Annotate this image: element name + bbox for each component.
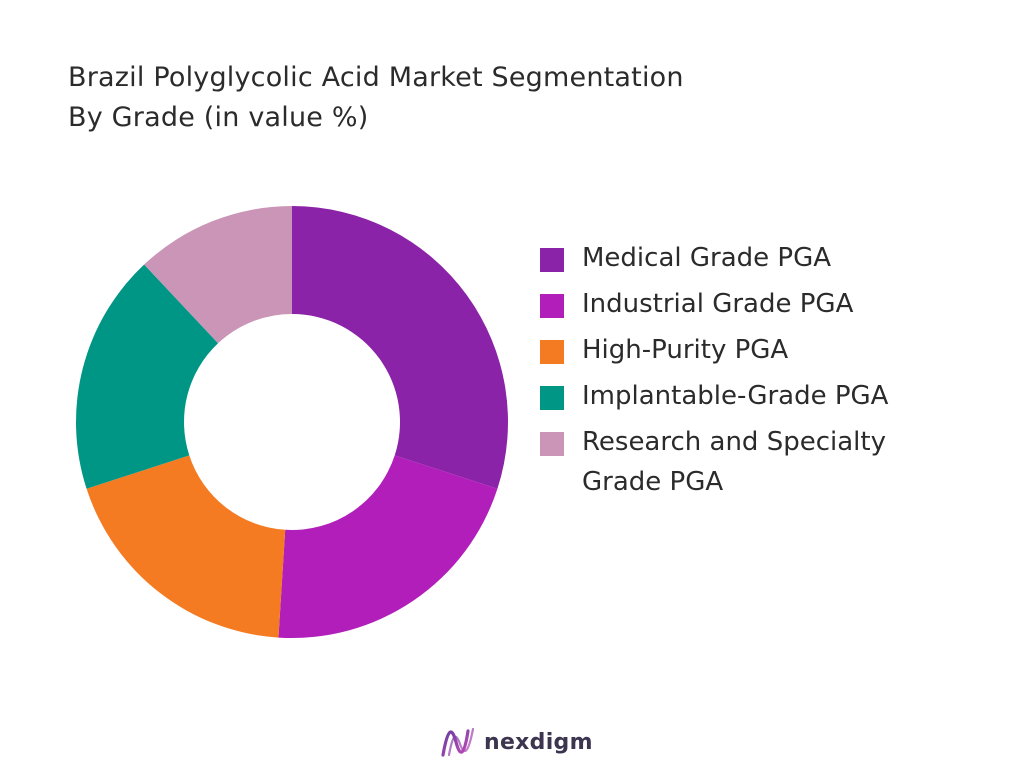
legend-label-research: Research and Specialty Grade PGA bbox=[582, 427, 886, 497]
donut-slice-industrial bbox=[278, 455, 498, 639]
legend-label-implantable: Implantable-Grade PGA bbox=[582, 381, 889, 411]
legend-swatch-high-purity bbox=[540, 340, 564, 364]
legend-item-research: Research and Specialty Grade PGA bbox=[540, 422, 980, 502]
chart-title-line-1: Brazil Polyglycolic Acid Market Segmenta… bbox=[68, 62, 684, 93]
donut-slice-research bbox=[144, 206, 292, 344]
chart-legend: Medical Grade PGA Industrial Grade PGA H… bbox=[540, 238, 980, 508]
donut-slice-medical bbox=[292, 206, 509, 489]
brand-footer: nexdigm bbox=[440, 722, 593, 762]
donut-slice-high-purity bbox=[86, 455, 286, 638]
legend-label-medical: Medical Grade PGA bbox=[582, 243, 832, 273]
donut-slice-implantable bbox=[76, 264, 219, 489]
legend-swatch-medical bbox=[540, 248, 564, 272]
chart-title-line-2: By Grade (in value %) bbox=[68, 102, 369, 133]
legend-label-high-purity: High-Purity PGA bbox=[582, 335, 789, 365]
legend-item-high-purity: High-Purity PGA bbox=[540, 330, 980, 370]
chart-title: Brazil Polyglycolic Acid Market Segmenta… bbox=[68, 58, 828, 138]
nexdigm-wave-logo-icon bbox=[441, 727, 475, 757]
legend-swatch-research bbox=[540, 432, 564, 456]
brand-name: nexdigm bbox=[484, 729, 593, 755]
legend-item-industrial: Industrial Grade PGA bbox=[540, 284, 980, 324]
legend-label-industrial: Industrial Grade PGA bbox=[582, 289, 854, 319]
legend-swatch-industrial bbox=[540, 294, 564, 318]
legend-item-medical: Medical Grade PGA bbox=[540, 238, 980, 278]
legend-item-implantable: Implantable-Grade PGA bbox=[540, 376, 980, 416]
legend-swatch-implantable bbox=[540, 386, 564, 410]
